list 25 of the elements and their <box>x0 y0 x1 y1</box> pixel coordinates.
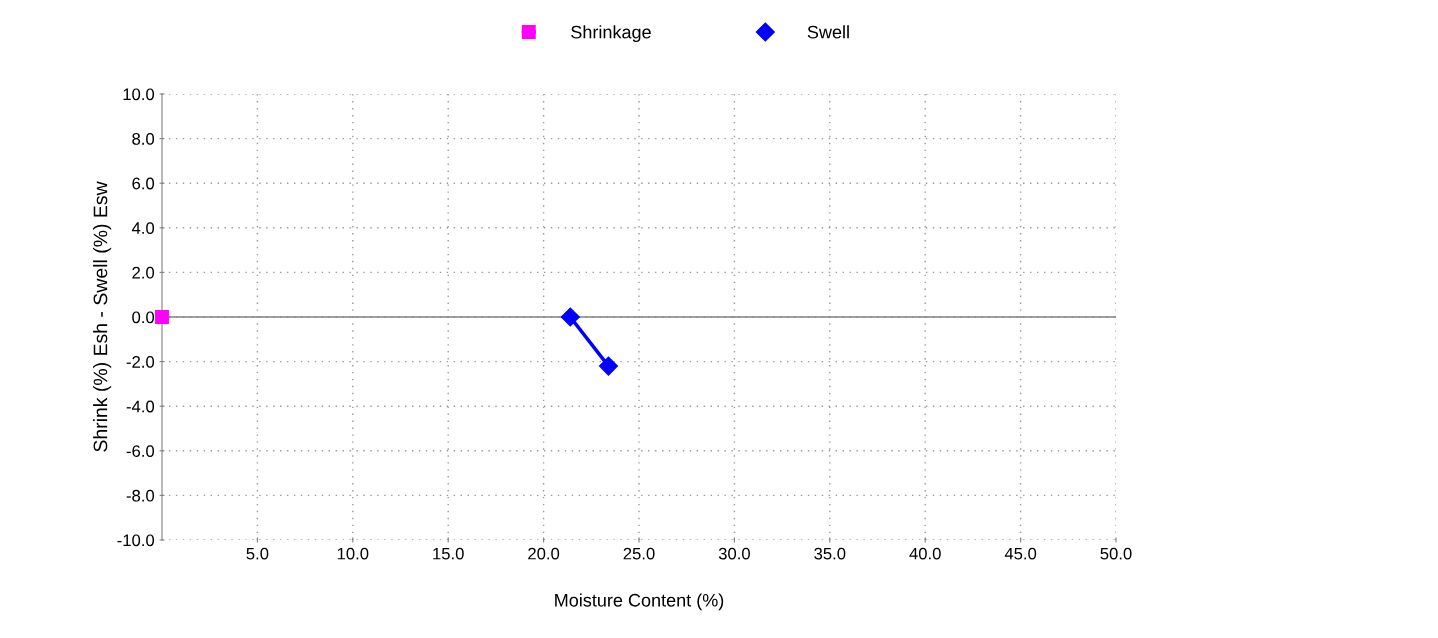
y-tick-label: 2.0 <box>132 266 155 279</box>
y-tick-label: -2.0 <box>126 356 155 368</box>
x-tick-label: 50.0 <box>1100 547 1132 560</box>
x-tick-label: 45.0 <box>1004 547 1037 560</box>
y-axis-title: Shrink (%) Esh - Swell (%) Esw <box>93 181 112 452</box>
x-tick-label: 40.0 <box>909 547 941 560</box>
y-tick-label: -8.0 <box>126 489 155 502</box>
y-tick-label: -4.0 <box>126 400 155 413</box>
y-tick-label: 6.0 <box>132 177 155 190</box>
x-tick-label: 15.0 <box>433 547 464 560</box>
y-tick-label: -6.0 <box>126 445 155 457</box>
x-tick-label: 25.0 <box>623 547 655 560</box>
x-tick-label: 35.0 <box>814 547 846 560</box>
legend-label: Swell <box>807 25 849 39</box>
y-tick-label: 8.0 <box>132 133 155 145</box>
y-tick-label: 0.0 <box>132 311 155 324</box>
x-tick-label: 5.0 <box>246 547 269 560</box>
x-axis-title: Moisture Content (%) <box>555 593 724 611</box>
x-tick-label: 30.0 <box>718 547 750 560</box>
y-tick-label: -10.0 <box>117 534 155 547</box>
x-tick-label: 10.0 <box>337 547 369 560</box>
y-tick-label: 4.0 <box>131 222 155 234</box>
x-tick-label: 20.0 <box>528 547 560 560</box>
legend-label: Shrinkage <box>571 25 651 43</box>
y-tick-label: 10.0 <box>123 88 155 101</box>
